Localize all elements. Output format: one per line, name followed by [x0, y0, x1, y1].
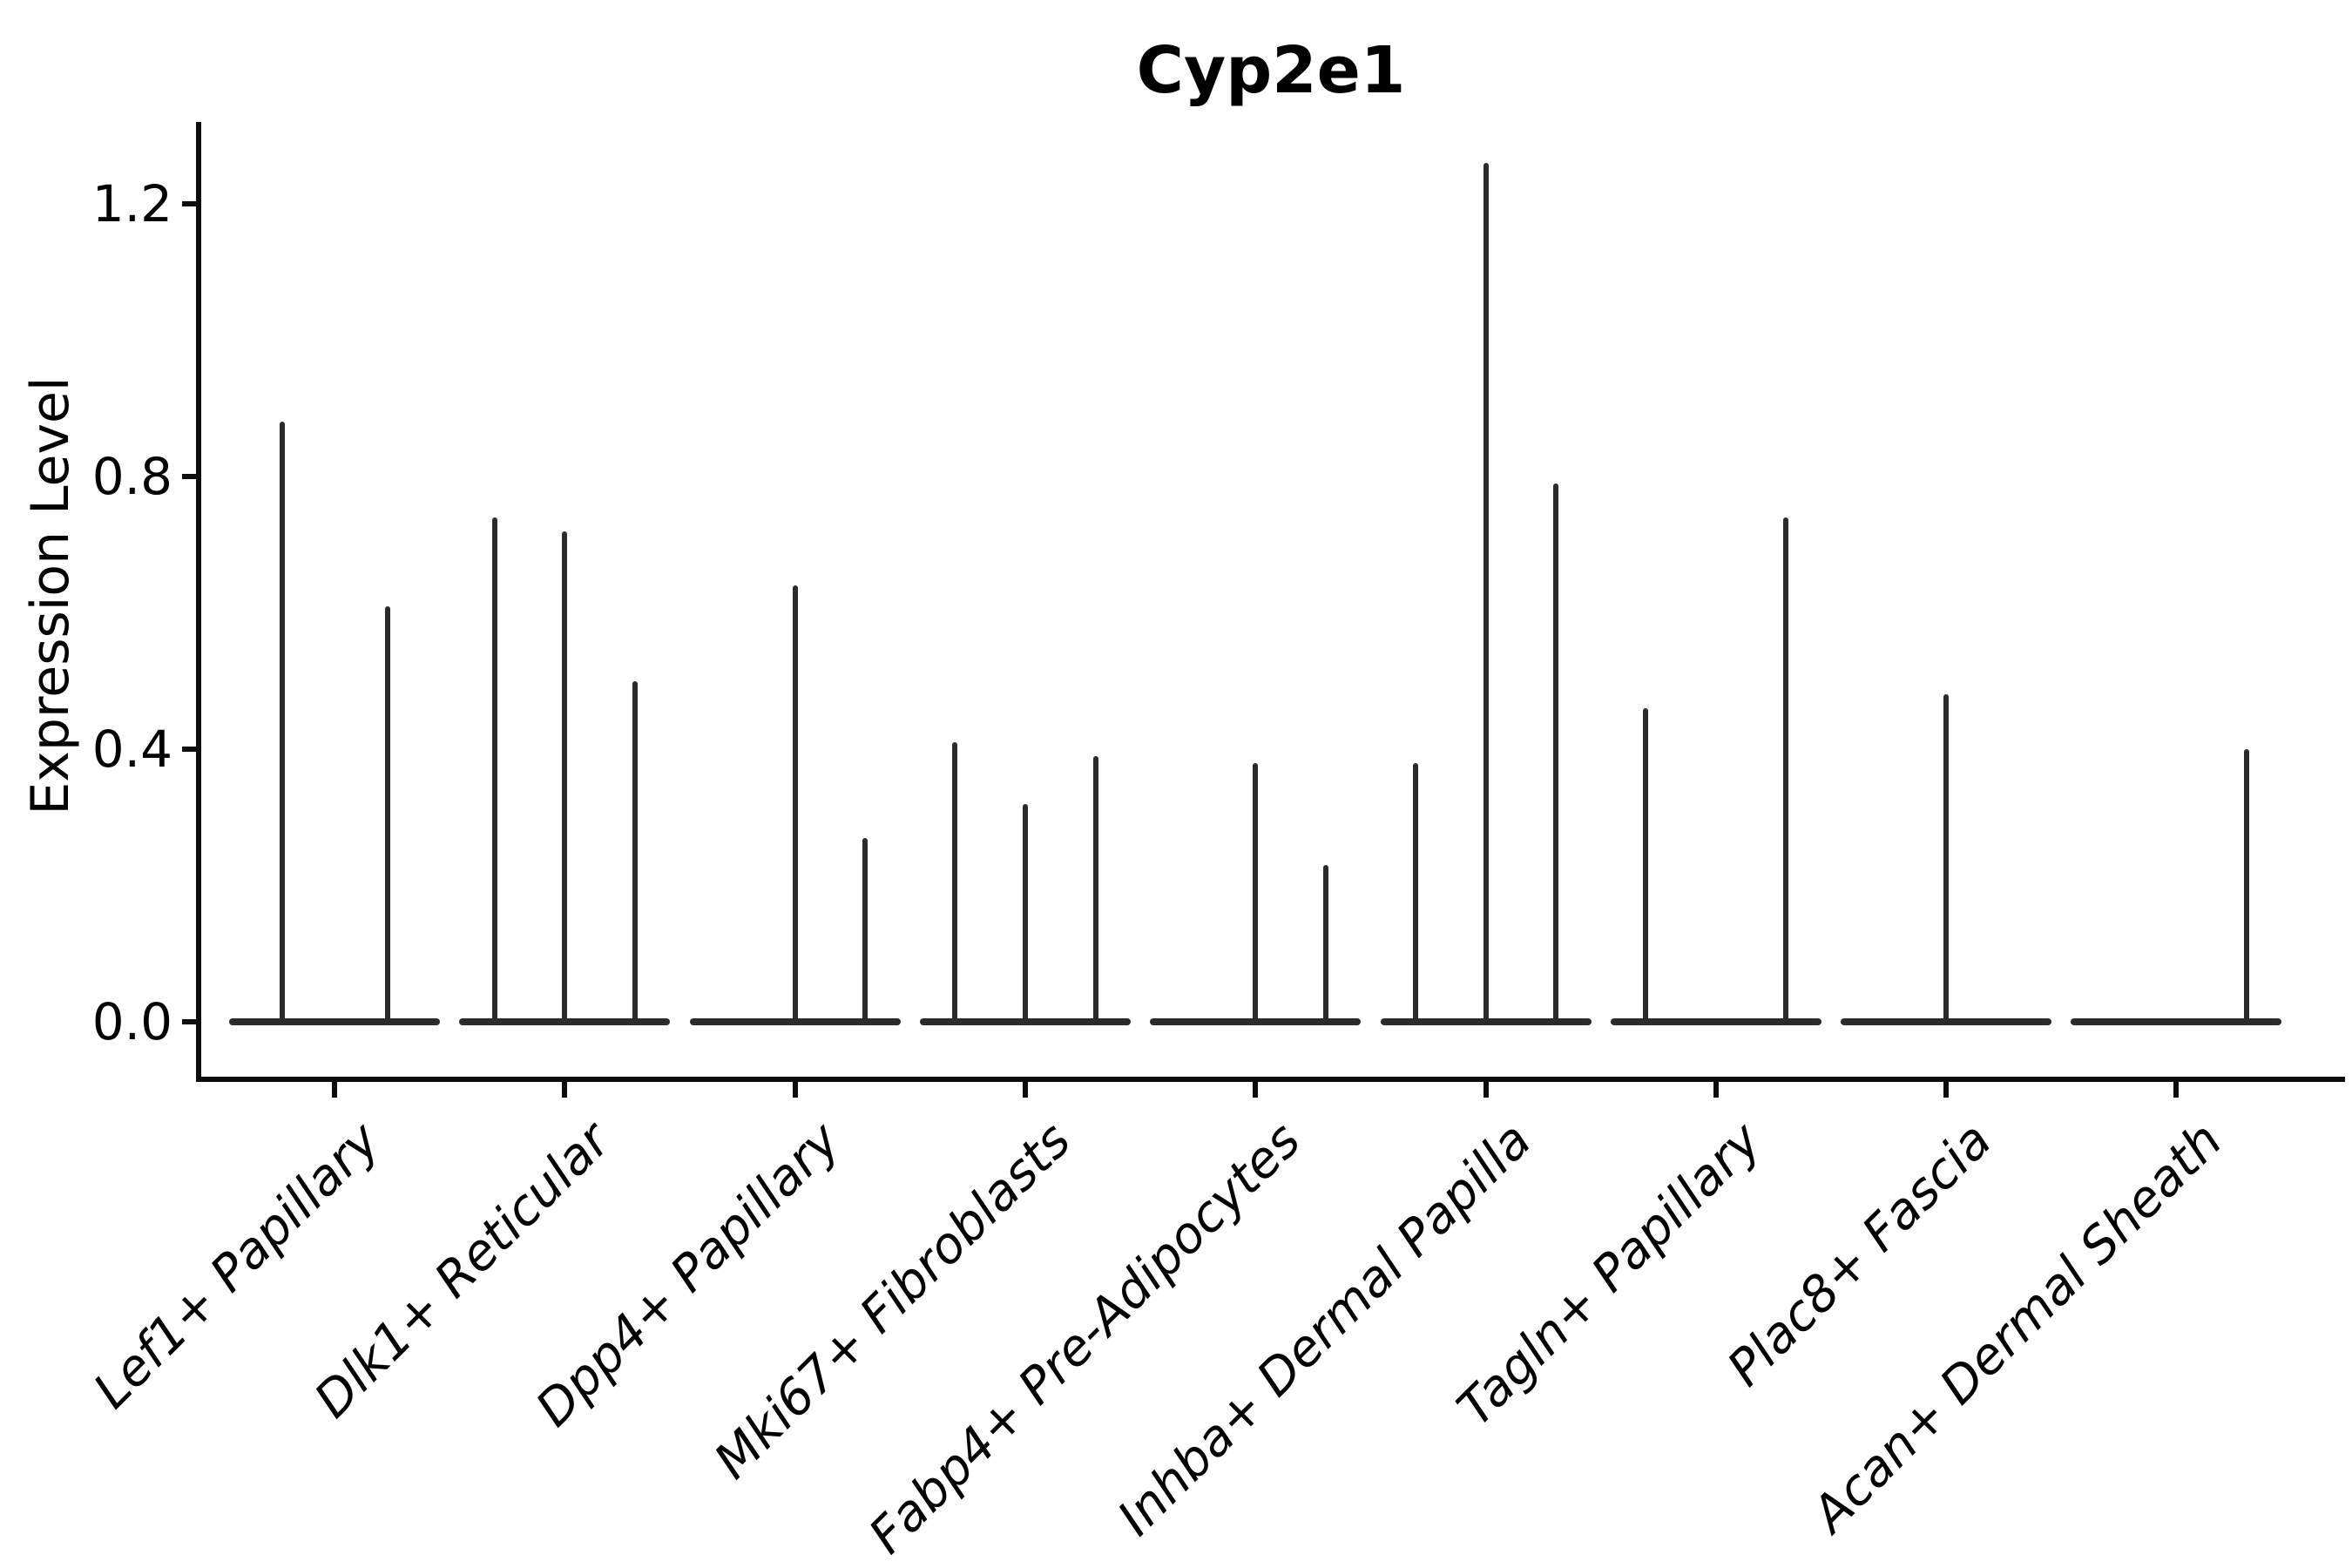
violin-spike [1943, 694, 1950, 1024]
x-tick-mark [332, 1082, 337, 1098]
violin-spike [1022, 803, 1028, 1024]
x-tick-mark [1483, 1082, 1489, 1098]
x-tick-mark [1713, 1082, 1719, 1098]
violin-base [1610, 1018, 1821, 1025]
violin-spike [792, 585, 798, 1024]
x-tick-mark [1943, 1082, 1950, 1098]
violin-spike [279, 422, 285, 1024]
violin-spike [1412, 762, 1418, 1024]
y-tick-label: 0.0 [91, 992, 172, 1051]
x-tick-label: Inhba+ Dermal Papilla [1106, 1112, 1543, 1547]
y-axis-spine [196, 122, 201, 1082]
violin-spike [1643, 708, 1649, 1024]
violin-spike [632, 680, 638, 1024]
y-tick-label: 0.8 [91, 447, 172, 506]
violin-spike [1553, 483, 1559, 1024]
violin-base [229, 1018, 440, 1025]
x-tick-mark [1253, 1082, 1259, 1098]
violin-spike [1783, 517, 1789, 1024]
y-tick-label: 0.4 [91, 720, 172, 779]
violin-spike [562, 531, 568, 1024]
violin-spike [862, 837, 868, 1024]
y-tick-mark [182, 474, 196, 479]
violin-spike [491, 517, 497, 1024]
x-tick-mark [792, 1082, 798, 1098]
y-tick-mark [182, 1019, 196, 1024]
violin-spike [2244, 749, 2250, 1024]
violin-spike [1322, 865, 1328, 1024]
violin-spike [1483, 163, 1489, 1024]
violin-base [2071, 1018, 2282, 1025]
chart-title: Cyp2e1 [1136, 33, 1406, 108]
x-tick-label: Fabp4+ Pre-Adipocytes [858, 1112, 1312, 1565]
x-axis-spine [196, 1077, 2345, 1082]
y-tick-mark [182, 201, 196, 206]
violin-spike [1092, 755, 1098, 1024]
violin-spike [384, 605, 390, 1024]
y-tick-label: 1.2 [91, 174, 172, 233]
violin-spike [1253, 762, 1259, 1024]
x-tick-label: Acan+ Dermal Sheath [1801, 1112, 2234, 1544]
x-tick-mark [562, 1082, 568, 1098]
y-tick-mark [182, 747, 196, 752]
x-tick-mark [1022, 1082, 1028, 1098]
x-tick-mark [2173, 1082, 2180, 1098]
violin-spike [952, 742, 958, 1024]
